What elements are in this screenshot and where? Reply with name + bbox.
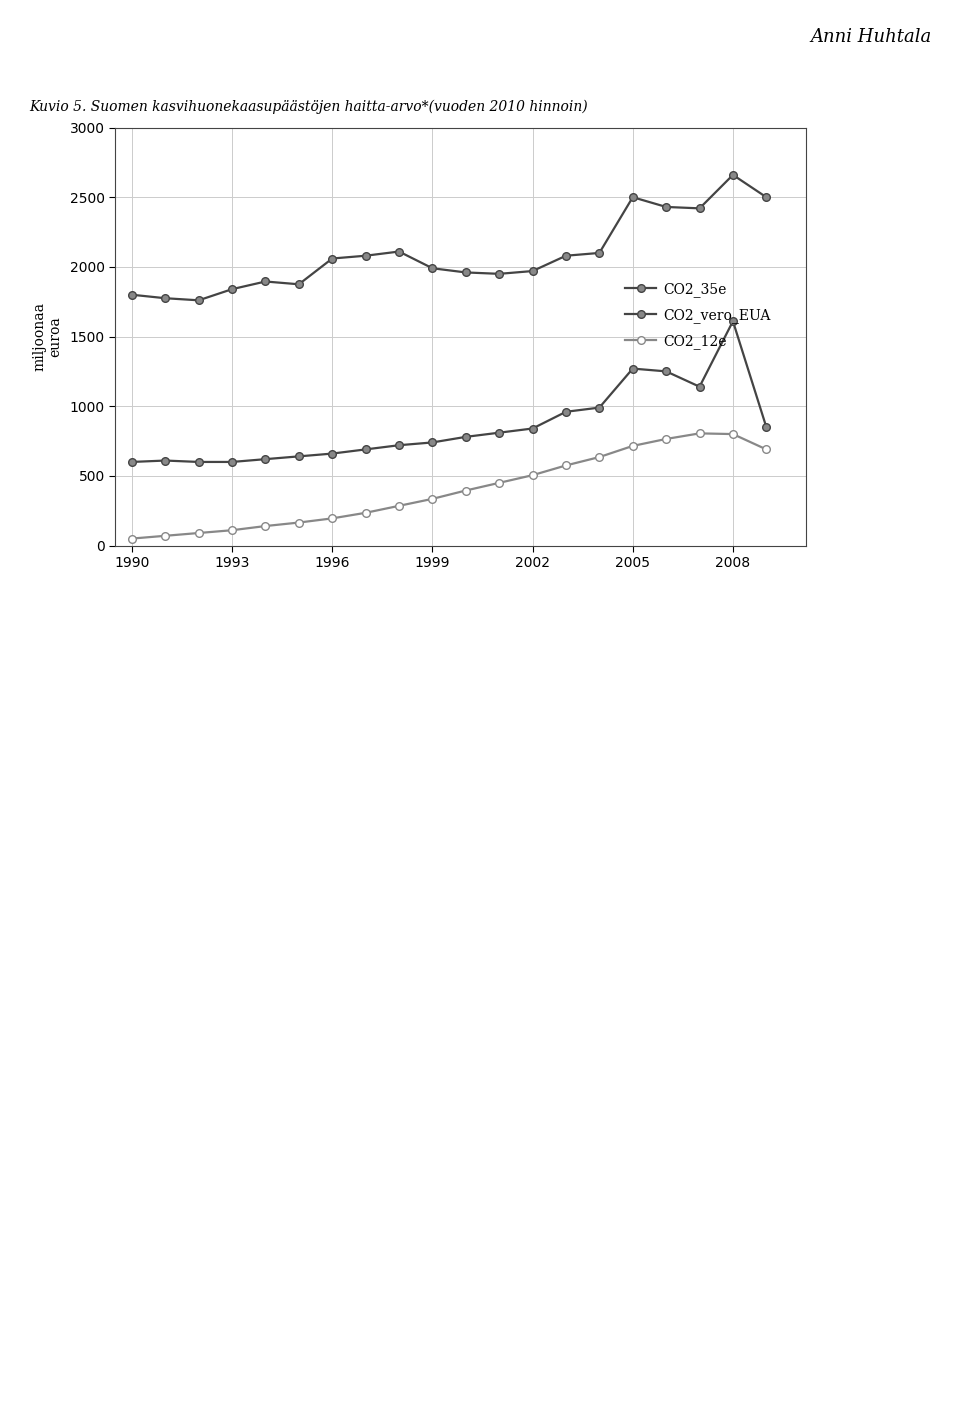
Y-axis label: miljoonaa
euroa: miljoonaa euroa <box>33 302 62 371</box>
Text: Kuvio 5. Suomen kasvihuonekaasupäästöjen haitta-arvo*(vuoden 2010 hinnoin): Kuvio 5. Suomen kasvihuonekaasupäästöjen… <box>29 99 588 113</box>
Legend: CO2_35e, CO2_vero_EUA, CO2_12e: CO2_35e, CO2_vero_EUA, CO2_12e <box>620 276 776 354</box>
Text: Anni Huhtala: Anni Huhtala <box>810 28 931 47</box>
